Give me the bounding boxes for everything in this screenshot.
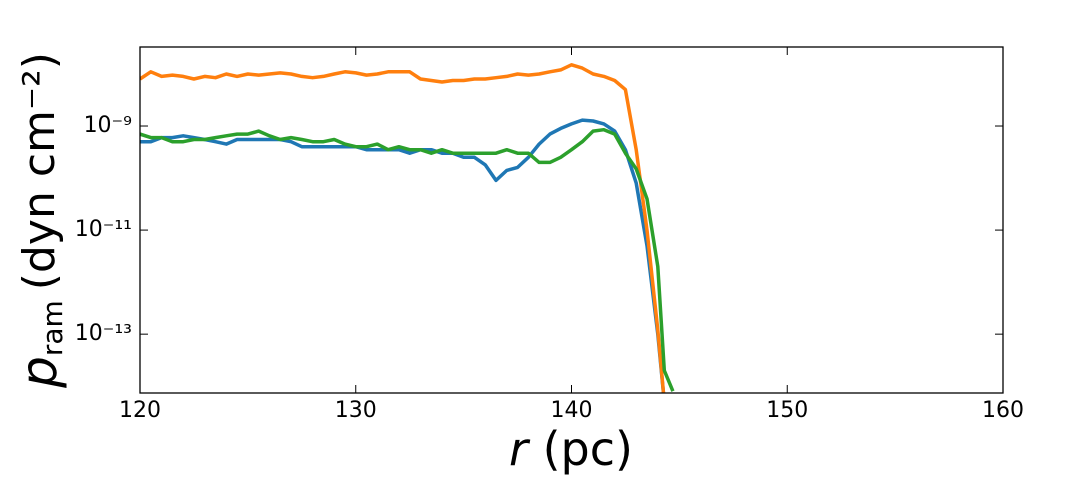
series-line xyxy=(140,118,666,393)
x-tick-label: 160 xyxy=(982,398,1024,423)
y-label-subscript: ram xyxy=(36,300,69,356)
x-label-symbol: r xyxy=(509,422,531,476)
y-label-symbol: p xyxy=(10,356,68,389)
x-tick-label: 150 xyxy=(766,398,808,423)
plot-lines xyxy=(140,63,675,393)
x-tick-label: 140 xyxy=(551,398,593,423)
x-tick-label: 130 xyxy=(335,398,377,423)
y-label-unit: (dyn cm⁻²) xyxy=(14,52,65,290)
y-axis-label: pram (dyn cm⁻²) xyxy=(10,52,70,389)
x-label-unit: (pc) xyxy=(543,422,633,476)
y-tick-label: 10⁻⁹ xyxy=(84,113,132,138)
y-tick-label: 10⁻¹¹ xyxy=(75,217,132,242)
y-tick-label: 10⁻¹³ xyxy=(75,321,132,346)
plot-frame xyxy=(139,46,1004,394)
series-line xyxy=(140,63,666,393)
x-axis-label: r (pc) xyxy=(509,422,633,476)
x-tick-label: 120 xyxy=(119,398,161,423)
series-line xyxy=(140,127,675,392)
